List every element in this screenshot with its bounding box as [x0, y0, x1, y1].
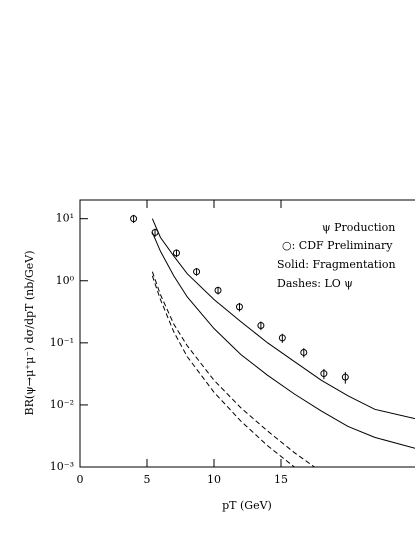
axes-frame — [79, 199, 415, 468]
data-point — [193, 268, 201, 276]
data-point — [300, 348, 308, 356]
data-point — [278, 334, 286, 342]
data-point — [151, 228, 159, 236]
curve — [151, 232, 415, 449]
x-tick-label: 5 — [144, 473, 151, 486]
x-tick-label: 0 — [77, 473, 84, 486]
annotation: ψ Production — [322, 221, 395, 234]
y-tick-label: 10⁻¹ — [50, 336, 74, 349]
y-axis-label: BR(ψ→μ⁺μ⁻) dσ/dpT (nb/GeV) — [23, 250, 36, 415]
data-point — [341, 373, 349, 381]
x-axis-label: pT (GeV) — [222, 499, 272, 512]
data-point — [235, 303, 243, 311]
data-point — [172, 249, 180, 257]
y-tick-label: 10⁰ — [56, 274, 75, 287]
curve — [151, 275, 295, 468]
curve — [151, 271, 315, 468]
data-point — [130, 215, 138, 223]
y-tick-label: 10⁻² — [50, 398, 74, 411]
y-tick-label: 10¹ — [56, 212, 74, 225]
annotation: Dashes: LO ψ — [277, 277, 353, 290]
data-point — [257, 322, 265, 330]
x-tick-label: 15 — [274, 473, 288, 486]
curve — [151, 218, 415, 420]
annotation: Solid: Fragmentation — [277, 258, 396, 271]
y-tick-label: 10⁻³ — [50, 460, 74, 473]
annotation: ○: CDF Preliminary — [282, 239, 393, 252]
data-point — [214, 286, 222, 294]
x-tick-label: 10 — [207, 473, 221, 486]
data-point — [320, 370, 328, 378]
